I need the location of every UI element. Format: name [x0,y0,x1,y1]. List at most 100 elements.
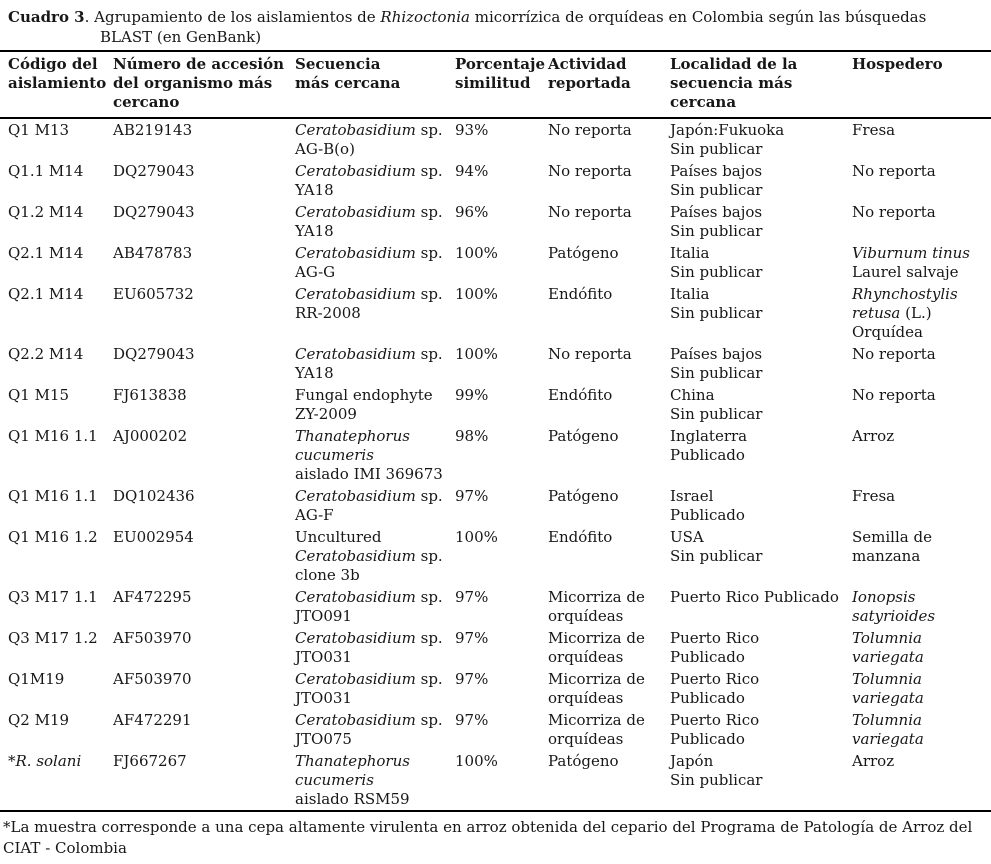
table-cell: Puerto Rico Publicado [670,709,852,750]
table-cell: Uncultured Ceratobasidium sp. clone 3b [295,526,455,586]
table-cell: 96% [455,201,548,242]
table-row: *R. solani FJ667267 Thanatephorus cucumeris… [0,750,991,811]
table-cell: AF503970 [113,627,295,668]
table-cell: DQ102436 [113,485,295,526]
text-run-italic: Ceratobasidium [295,203,416,221]
table-row: Q2 M19 AF472291 Ceratobasidium sp. JTO075 97… [0,709,991,750]
text-run: Italia [670,244,710,262]
text-run: Sin publicar [670,405,763,423]
cell-line: Q1 M13 [8,121,109,140]
cell-line: JTO075 [295,730,451,749]
text-run: AB478783 [113,244,193,262]
text-run: 100% [455,752,498,770]
text-run: Uncultured [295,528,382,546]
table-cell: AB219143 [113,118,295,160]
text-run: Q1 M15 [8,386,70,404]
cell-line: Puerto Rico Publicado [670,588,848,607]
cell-line: 100% [455,345,544,364]
table-cell: Q3 M17 1.2 [0,627,113,668]
table-cell: 98% [455,425,548,485]
column-header-accesion: Número de accesión del organismo más cer… [113,51,295,119]
cell-line: 99% [455,386,544,405]
cell-line: Sin publicar [670,304,848,323]
table-cell: Ionopsis satyrioides [852,586,991,627]
cell-line: aislado IMI 369673 [295,465,451,484]
text-run: sp. [415,629,443,647]
table-row: Q1.2 M14 DQ279043 Ceratobasidium sp. YA18 96… [0,201,991,242]
table-cell: Ceratobasidium sp. JTO031 [295,627,455,668]
text-run: Sin publicar [670,771,763,789]
text-run: EU605732 [113,285,194,303]
text-run: * [8,752,16,770]
cell-line: No reporta [852,345,987,364]
cell-line: Patógeno [548,752,666,771]
text-run: Laurel salvaje [852,263,959,281]
text-run: 96% [455,203,489,221]
text-run: Micorriza de [548,588,645,606]
text-run: Micorriza de [548,629,645,647]
cell-line: AG-G [295,263,451,282]
table-cell: Fresa [852,118,991,160]
table-cell: Q3 M17 1.1 [0,586,113,627]
caption-number: Cuadro 3 [8,8,85,26]
text-run: Fresa [852,487,896,505]
text-run: USA [670,528,704,546]
text-run-italic: Viburnum tinus [852,244,970,262]
cell-line: DQ279043 [113,203,291,222]
cell-line: Q2 M19 [8,711,109,730]
table-cell: 97% [455,627,548,668]
cell-line: Ceratobasidium sp. [295,588,451,607]
table-caption: Cuadro 3. Agrupamiento de los aislamient… [0,7,991,47]
text-run: AF503970 [113,629,192,647]
cell-line: 93% [455,121,544,140]
cell-line: AF503970 [113,629,291,648]
text-run: Arroz [852,752,895,770]
caption-line2: BLAST (en GenBank) [100,28,262,46]
cell-line: Endófito [548,386,666,405]
table-footnote: *La muestra corresponde a una cepa altam… [0,812,991,859]
text-run-italic: Thanatephorus [295,752,410,770]
text-run: Patógeno [548,244,619,262]
cell-line: AF472295 [113,588,291,607]
cell-line: Q1.2 M14 [8,203,109,222]
cell-line: variegata [852,730,987,749]
table-cell: 100% [455,750,548,811]
table-row: Q1 M15 FJ613838 Fungal endophyte ZY-2009 99%… [0,384,991,425]
cell-line: No reporta [548,203,666,222]
table-row: Q2.1 M14 EU605732 Ceratobasidium sp. RR-200… [0,283,991,343]
text-run: Sin publicar [670,222,763,240]
cell-line: Sin publicar [670,364,848,383]
cell-line: Ceratobasidium sp. [295,345,451,364]
cell-line: orquídeas [548,689,666,708]
table-cell: Q1 M15 [0,384,113,425]
table-row: Q1.1 M14 DQ279043 Ceratobasidium sp. YA18 94… [0,160,991,201]
table-row: Q1M19 AF503970 Ceratobasidium sp. JTO031 97%… [0,668,991,709]
text-run: JTO031 [295,648,352,666]
text-run: Publicado [670,506,745,524]
text-run: 97% [455,711,489,729]
caption-text-1: . Agrupamiento de los aislamientos de [84,8,381,26]
table-cell: USA Sin publicar [670,526,852,586]
table-cell: EU605732 [113,283,295,343]
caption-genus-italic: Rhizoctonia [380,8,470,26]
cell-line: Inglaterra [670,427,848,446]
text-run: RR-2008 [295,304,361,322]
table-cell: Ceratobasidium sp. RR-2008 [295,283,455,343]
cell-line: 97% [455,487,544,506]
text-run: Patógeno [548,427,619,445]
table-cell: Inglaterra Publicado [670,425,852,485]
text-run: orquídeas [548,607,624,625]
cell-line: Orquídea [852,323,987,342]
cell-line: Sin publicar [670,222,848,241]
table-row: Q1 M16 1.2 EU002954 Uncultured Ceratobasidi… [0,526,991,586]
text-run: DQ279043 [113,203,195,221]
cell-line: Sin publicar [670,263,848,282]
cell-line: Japón [670,752,848,771]
text-run: Sin publicar [670,263,763,281]
text-run: No reporta [548,203,632,221]
table-cell: Endófito [548,384,670,425]
text-run: AB219143 [113,121,193,139]
text-run: Patógeno [548,487,619,505]
cell-line: RR-2008 [295,304,451,323]
